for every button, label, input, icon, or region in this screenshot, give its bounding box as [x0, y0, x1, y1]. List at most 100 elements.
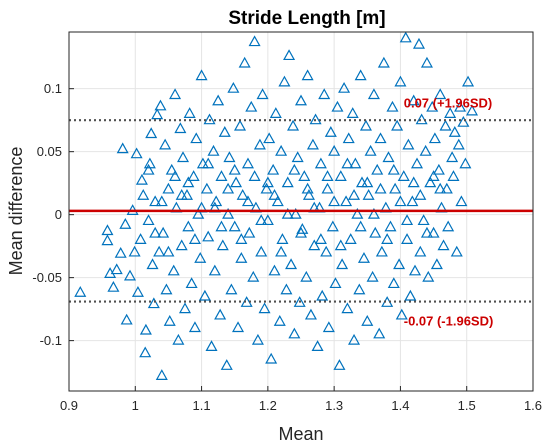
data-point [462, 75, 475, 87]
x-tick-label: 1.5 [458, 398, 476, 413]
data-point [101, 234, 114, 246]
data-point [110, 263, 123, 275]
data-point [207, 144, 220, 156]
y-tick-label: -0.05 [32, 270, 62, 285]
data-point [208, 264, 221, 276]
data-point [447, 170, 460, 181]
data-point [183, 107, 196, 118]
data-point [407, 94, 420, 106]
data-point [410, 157, 424, 169]
data-point [361, 176, 374, 188]
data-point [389, 182, 402, 194]
data-point [139, 346, 152, 358]
data-point [293, 296, 306, 307]
data-point [223, 151, 236, 163]
data-point [276, 233, 289, 244]
data-point [300, 270, 313, 282]
data-point [131, 286, 144, 297]
data-point [364, 144, 377, 156]
data-point [417, 214, 430, 226]
data-point [119, 217, 132, 229]
data-point [341, 302, 354, 314]
data-point [348, 189, 361, 200]
data-point [241, 195, 254, 207]
data-point [440, 182, 453, 194]
data-point [253, 138, 266, 150]
x-tick-label: 1.3 [325, 398, 343, 413]
data-point [228, 220, 241, 232]
data-point [120, 313, 133, 325]
data-point [260, 182, 273, 194]
data-point [190, 132, 203, 144]
data-point [263, 132, 276, 144]
data-point [386, 100, 399, 112]
data-point [215, 220, 228, 232]
data-point [402, 138, 415, 150]
data-point [225, 283, 238, 295]
data-point [222, 207, 235, 219]
x-tick-label: 1.1 [193, 398, 211, 413]
data-point [294, 226, 308, 238]
data-point [280, 283, 293, 295]
data-point [387, 163, 400, 175]
data-point [377, 56, 390, 68]
data-point [362, 189, 375, 200]
data-point [215, 170, 228, 181]
data-point [175, 239, 188, 251]
x-axis-label: Mean [278, 424, 323, 444]
data-point [74, 286, 87, 297]
data-point [442, 220, 455, 232]
data-point [434, 88, 447, 100]
data-point [176, 151, 190, 163]
data-point [454, 100, 467, 112]
data-point [180, 189, 194, 200]
data-point [236, 189, 249, 200]
data-point [328, 144, 341, 156]
x-tick-label: 0.9 [60, 398, 78, 413]
data-point [304, 308, 317, 320]
data-point [321, 170, 334, 181]
data-point [157, 226, 170, 238]
data-point [414, 245, 427, 257]
data-point [357, 252, 370, 263]
data-point [294, 94, 308, 106]
data-point [420, 56, 433, 68]
data-point [459, 157, 472, 169]
data-point [321, 182, 334, 194]
plot-area: 0.07 (+1.96SD) -0.07 (-1.96SD) [69, 31, 533, 380]
x-tick-label: 1.6 [524, 398, 542, 413]
data-point [329, 277, 342, 289]
data-point [419, 144, 432, 156]
data-point [155, 195, 168, 207]
data-point [227, 81, 240, 93]
data-point [238, 56, 251, 68]
data-point [202, 230, 215, 242]
data-point [203, 113, 216, 125]
data-point [163, 314, 176, 326]
data-point [308, 239, 321, 251]
data-point [160, 283, 173, 295]
plot-frame [68, 31, 534, 392]
data-point [116, 142, 129, 154]
data-point [407, 176, 420, 188]
data-point [167, 264, 180, 276]
data-point [311, 340, 324, 352]
data-point [281, 207, 294, 219]
data-point [159, 138, 172, 150]
data-point [393, 258, 406, 270]
data-point [178, 302, 192, 314]
data-point [394, 75, 407, 87]
data-point [283, 49, 296, 61]
data-point [291, 151, 304, 163]
data-point [162, 182, 175, 194]
data-point [235, 233, 248, 244]
data-point [333, 359, 346, 370]
data-point [401, 233, 414, 244]
data-point [412, 37, 426, 49]
data-point [354, 220, 367, 232]
data-point [384, 220, 397, 232]
data-point [387, 277, 400, 289]
data-point [373, 327, 386, 339]
data-point [331, 100, 344, 112]
